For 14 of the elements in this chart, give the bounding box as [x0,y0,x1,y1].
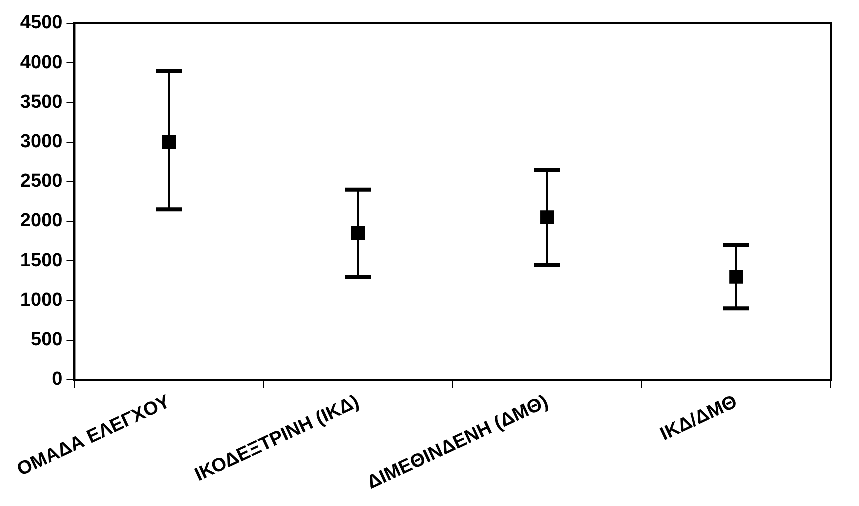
y-tick-label: 4000 [20,52,63,74]
point [351,226,366,240]
y-tick-label: 0 [52,369,63,390]
point [730,270,744,284]
y-tick-label: 500 [31,330,63,351]
point [162,135,176,150]
y-tick-label: 2500 [20,171,63,192]
point [540,210,554,224]
y-tick-label: 3000 [20,132,63,152]
y-tick-label: 1000 [20,290,63,311]
y-tick-label: 3500 [20,92,63,113]
y-tick-label: 2000 [20,210,63,232]
y-tick-label: 4500 [20,12,63,34]
y-tick-label: 1500 [20,250,63,272]
